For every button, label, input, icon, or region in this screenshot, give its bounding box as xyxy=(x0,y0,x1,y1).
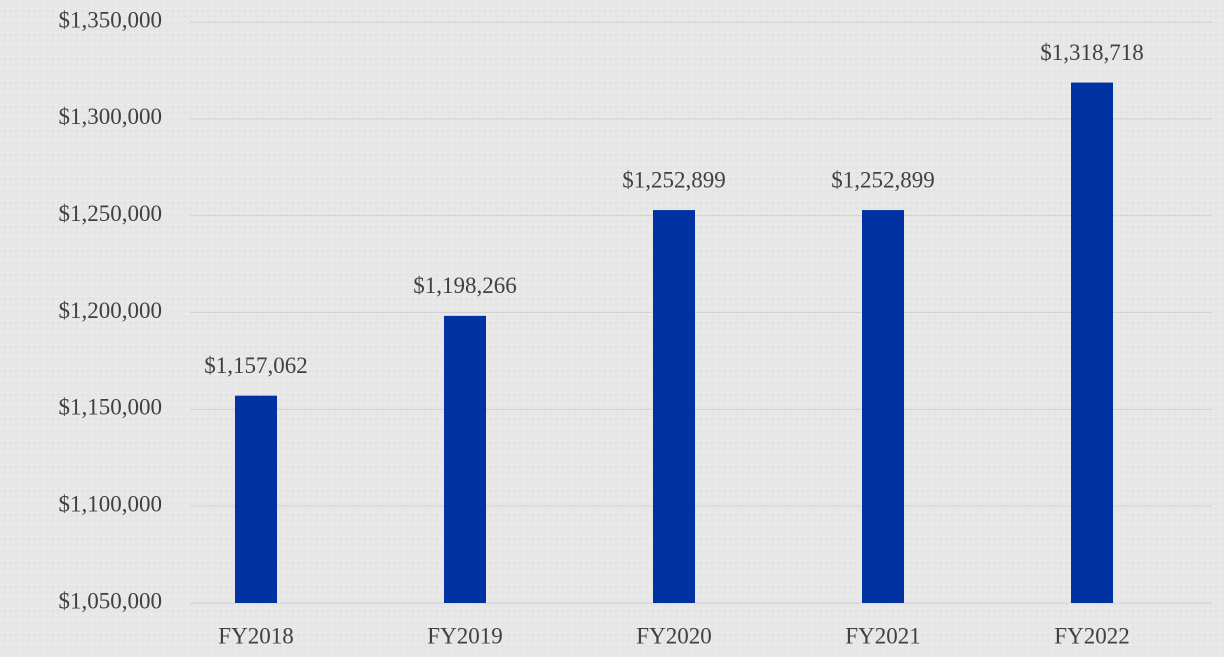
x-tick-label: FY2022 xyxy=(1054,623,1129,648)
y-tick-label: $1,150,000 xyxy=(59,395,163,420)
bar xyxy=(1071,82,1113,603)
x-tick-label: FY2021 xyxy=(845,623,920,648)
x-tick-label: FY2019 xyxy=(427,623,502,648)
bar xyxy=(653,210,695,603)
bar xyxy=(862,210,904,603)
data-label: $1,157,062 xyxy=(204,353,308,378)
x-tick-label: FY2018 xyxy=(218,623,293,648)
y-tick-label: $1,050,000 xyxy=(59,588,163,613)
y-tick-label: $1,250,000 xyxy=(59,201,163,226)
data-label: $1,252,899 xyxy=(622,167,726,192)
y-tick-label: $1,100,000 xyxy=(59,491,163,516)
y-tick-label: $1,300,000 xyxy=(59,104,163,129)
y-tick-label: $1,200,000 xyxy=(59,298,163,323)
data-label: $1,252,899 xyxy=(831,167,935,192)
x-tick-label: FY2020 xyxy=(636,623,711,648)
data-label: $1,318,718 xyxy=(1040,40,1144,65)
bar xyxy=(235,395,277,603)
y-tick-label: $1,350,000 xyxy=(59,7,163,32)
bar xyxy=(444,315,486,603)
data-label: $1,198,266 xyxy=(413,273,517,298)
